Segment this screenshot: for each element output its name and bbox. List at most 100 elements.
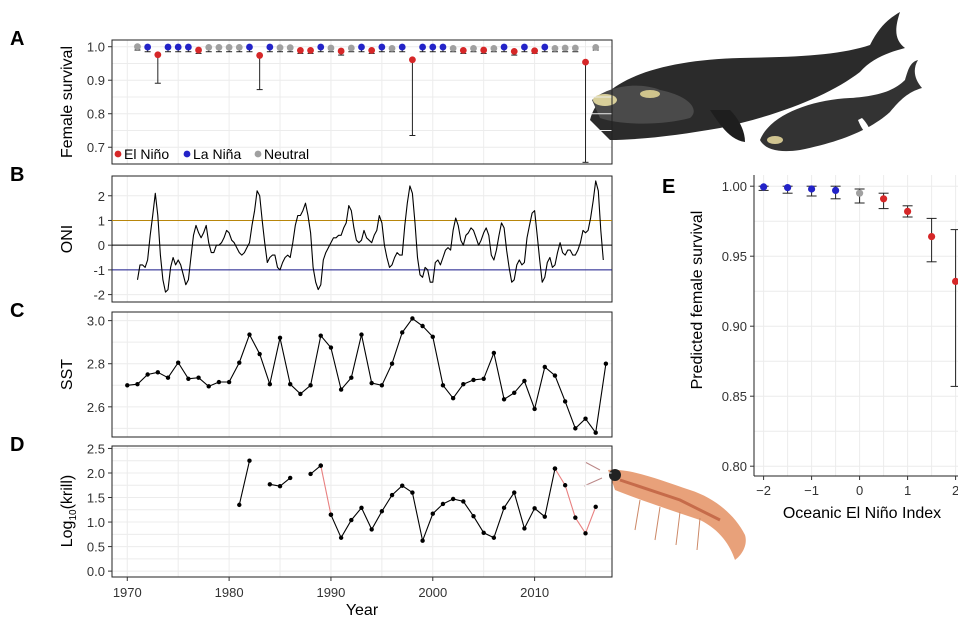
y-tick-label: 3.0 [87, 314, 105, 329]
survival-point [459, 46, 467, 54]
sst-point [410, 316, 415, 321]
sst-point [562, 399, 568, 404]
krill-point [491, 535, 497, 540]
krill-series-segment [238, 460, 251, 506]
panel-D-frame [111, 445, 613, 578]
krill-point [349, 517, 354, 523]
whale-illustration [590, 12, 922, 152]
y-tick-label: 0.9 [87, 73, 105, 88]
y-tick-label: 1.00 [722, 179, 747, 194]
survival-point [449, 44, 457, 52]
survival-point [429, 43, 437, 51]
sst-point [481, 376, 486, 382]
survival-point [184, 43, 192, 51]
survival-point [296, 46, 304, 54]
krill-point [420, 538, 425, 543]
sst-point [512, 390, 517, 396]
x-tick-label: 1990 [316, 585, 345, 600]
krill-point [593, 504, 598, 510]
survival-point [582, 58, 589, 66]
sst-point [226, 379, 232, 385]
y-tick-label: 0.7 [87, 140, 105, 155]
y-tick-label: 1 [98, 213, 105, 228]
sst-point [165, 375, 171, 380]
sst-point [532, 406, 537, 412]
sst-point [542, 364, 547, 370]
y-tick-label: 2.6 [87, 400, 105, 415]
y-tick-label: 0.80 [722, 459, 747, 474]
panel-letter-b: B [10, 164, 24, 186]
survival-point [246, 43, 253, 51]
survival-point [307, 46, 314, 54]
sst-point [237, 360, 242, 365]
sst-point [196, 375, 201, 380]
predicted-point [760, 183, 768, 191]
y-tick-label: -2 [93, 288, 105, 303]
krill-point [308, 471, 313, 477]
panel-letter-e: E [662, 176, 675, 198]
sst-point [471, 377, 476, 383]
krill-point [522, 526, 527, 531]
sst-point [338, 387, 344, 392]
sst-point [277, 335, 283, 341]
x-tick-label: 0 [856, 483, 863, 498]
predicted-point [880, 195, 888, 203]
sst-point [461, 381, 466, 387]
krill-point [562, 483, 568, 488]
y-tick-label: -1 [93, 263, 105, 278]
x-tick-label: 1970 [113, 585, 142, 600]
x-tick-label: 2 [952, 483, 958, 498]
krill-point [410, 490, 415, 495]
y-axis-label: Predicted female survival [689, 211, 706, 390]
krill-point [237, 502, 242, 508]
sst-point [593, 430, 598, 435]
survival-point [531, 47, 539, 55]
krill-point [532, 506, 537, 511]
survival-point [215, 43, 223, 51]
oni-series-line [136, 180, 604, 293]
krill-point [481, 530, 486, 536]
krill-point [450, 496, 456, 502]
krill-point [552, 466, 558, 471]
krill-point [379, 509, 385, 514]
krill-point [461, 499, 466, 504]
sst-point [308, 383, 313, 388]
krill-point [338, 535, 344, 540]
y-axis-label: SST [59, 359, 76, 390]
sst-point [603, 361, 609, 366]
survival-point [480, 46, 488, 54]
survival-point [521, 43, 528, 51]
krill-point [277, 484, 283, 489]
y-tick-label: 1.0 [87, 515, 105, 530]
krill-illustration [583, 461, 746, 560]
sst-point [349, 375, 354, 380]
krill-point [573, 515, 578, 520]
krill-point [288, 475, 293, 481]
survival-point [490, 44, 498, 52]
legend-label: El Niño [124, 146, 169, 162]
y-tick-label: 0 [98, 238, 105, 253]
sst-point [125, 383, 130, 388]
survival-point [388, 44, 396, 52]
panel-A-frame [111, 39, 613, 165]
survival-point [276, 44, 284, 52]
x-tick-label: 1 [904, 483, 911, 498]
sst-point [216, 379, 222, 385]
survival-point [286, 44, 294, 52]
y-axis-label: Female survival [59, 46, 76, 158]
legend-label: La Niña [193, 146, 241, 162]
predicted-point [856, 189, 864, 197]
krill-point [501, 505, 507, 511]
sst-point [389, 361, 395, 366]
survival-point [500, 43, 508, 51]
legend-marker [114, 150, 122, 158]
y-tick-label: 2.0 [87, 466, 105, 481]
survival-point [358, 43, 365, 51]
survival-point [256, 52, 264, 59]
survival-point [225, 43, 233, 51]
survival-point [510, 47, 518, 55]
sst-point [318, 333, 323, 338]
sst-point [175, 360, 181, 365]
krill-point [542, 514, 547, 519]
